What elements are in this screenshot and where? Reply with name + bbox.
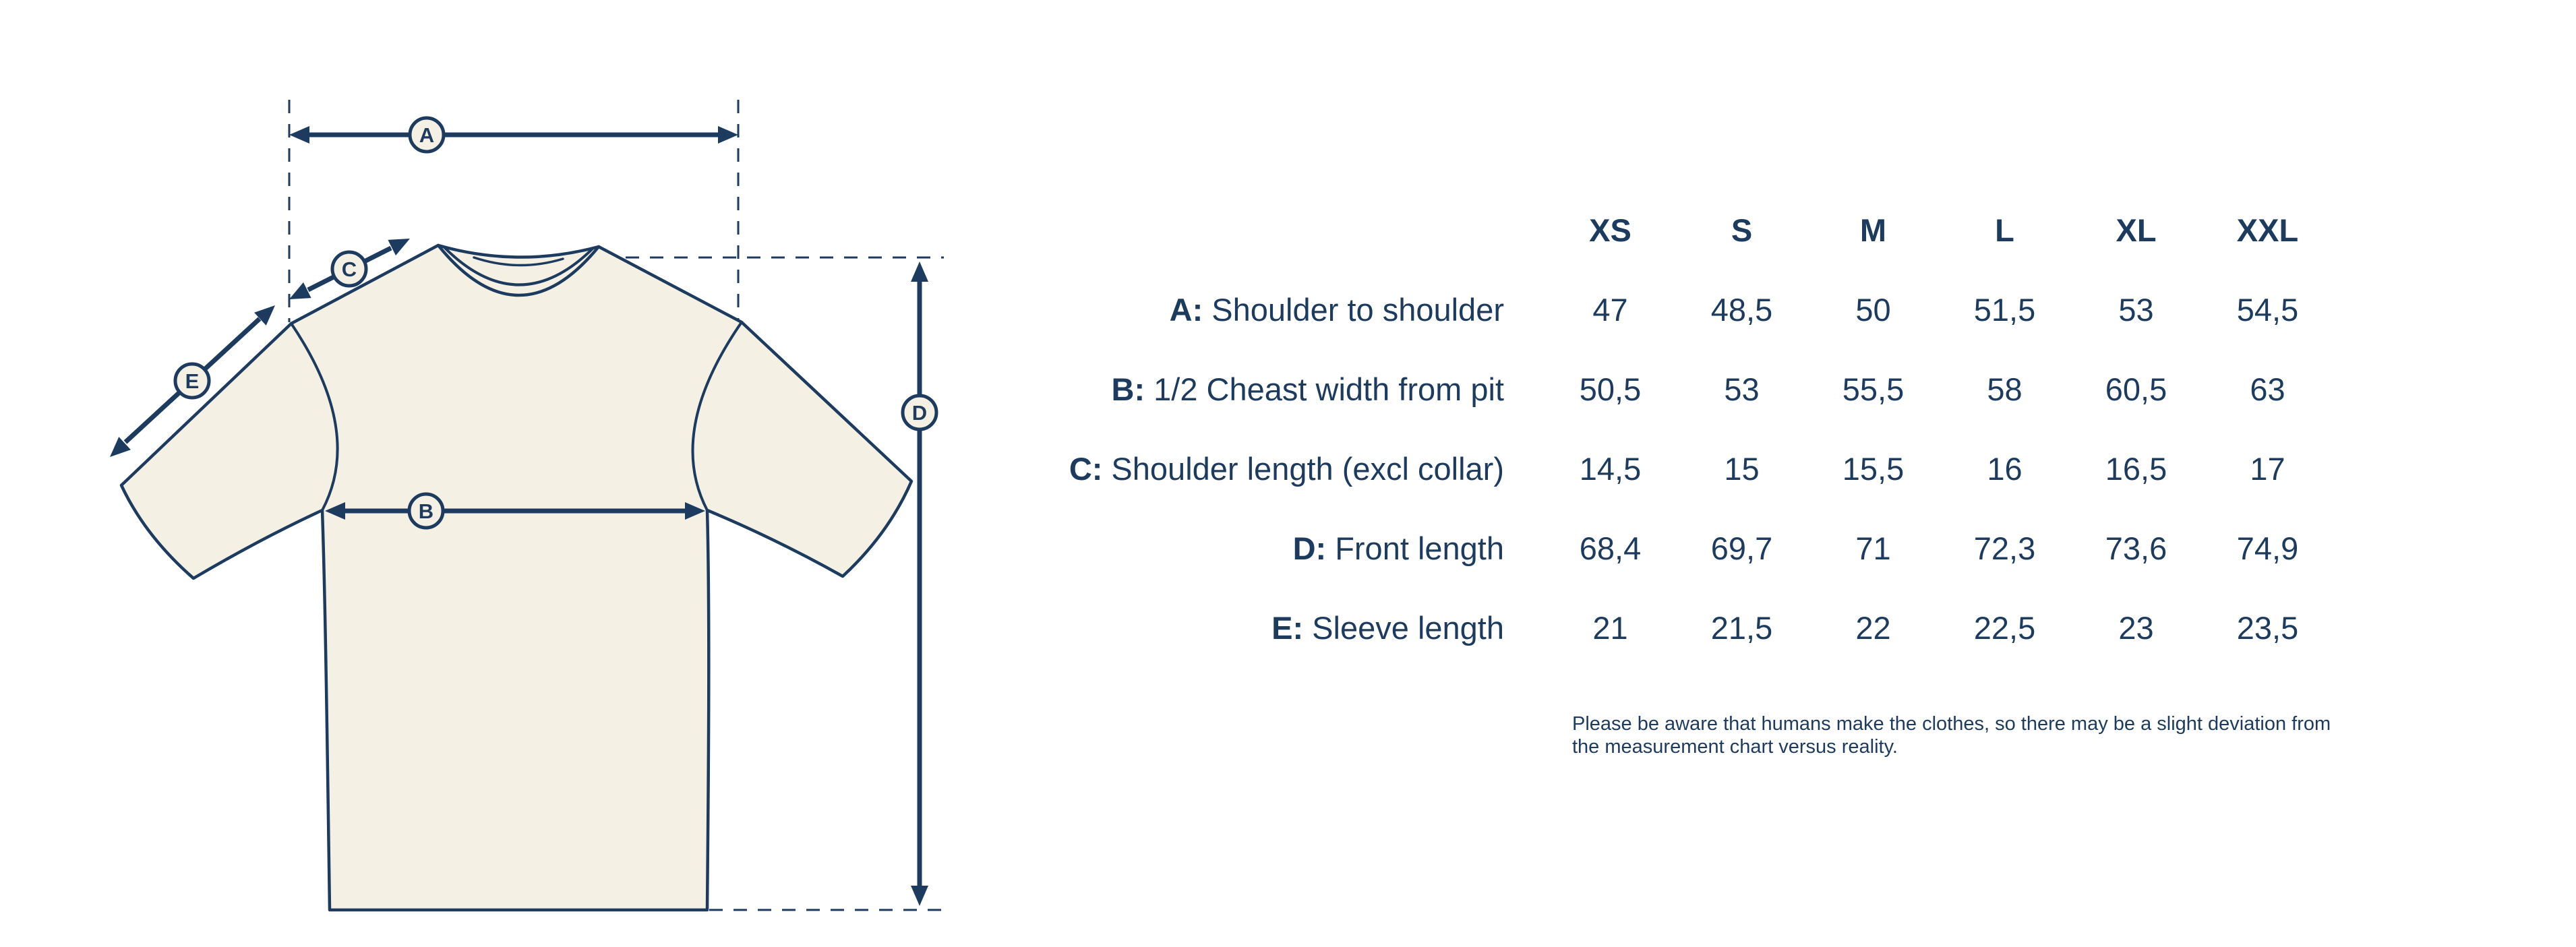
cell-value: 73,6 <box>2105 530 2167 566</box>
disclaimer-line-2: the measurement chart versus reality. <box>1572 736 1898 758</box>
cell-value: 58 <box>1987 371 2023 407</box>
row-label-b: B: 1/2 Cheast width from pit <box>1052 349 1545 429</box>
row-letter: A: <box>1169 291 1203 328</box>
arrowhead-lower-icon <box>110 437 131 457</box>
row-label-d: D: Front length <box>1052 508 1545 588</box>
cell-value: 16,5 <box>2105 450 2167 487</box>
arrowhead-left-icon <box>289 126 309 144</box>
cell-value: 53 <box>1724 371 1760 407</box>
badge-a-letter: A <box>419 123 434 147</box>
row-letter: C: <box>1069 450 1103 487</box>
tshirt-outline <box>119 243 913 912</box>
disclaimer-line-1: Please be aware that humans make the clo… <box>1572 713 2331 735</box>
arrowhead-lower-icon <box>289 282 311 299</box>
cell-value: 68,4 <box>1579 530 1642 566</box>
row-label-c: C: Shoulder length (excl collar) <box>1052 429 1545 508</box>
tshirt-measurement-diagram: A B C D <box>110 100 944 912</box>
badge-e <box>173 362 211 400</box>
arrowhead-upper-icon <box>388 239 410 255</box>
row-letter: B: <box>1111 371 1145 407</box>
cell-value: 74,9 <box>2236 530 2299 566</box>
cell-value: 51,5 <box>1973 291 2036 328</box>
back-collar-line <box>473 256 564 267</box>
cell-value: 63 <box>2250 371 2285 407</box>
cell-value: 60,5 <box>2105 371 2167 407</box>
col-header-l: L <box>1995 212 2014 248</box>
size-table: XS S M L XL XXL A: Shoulder to shoulder … <box>1052 190 2333 667</box>
cell-value: 55,5 <box>1842 371 1905 407</box>
measurement-arrow-c: C <box>289 239 410 299</box>
measurement-arrow-d: D <box>901 262 938 906</box>
row-label-a: A: Shoulder to shoulder <box>1052 270 1545 349</box>
right-sleeve-seam <box>691 321 743 512</box>
row-description: Sleeve length <box>1312 609 1504 646</box>
cell-value: 54,5 <box>2236 291 2299 328</box>
col-header-m: M <box>1859 212 1887 248</box>
disclaimer-note: Please be aware that humans make the clo… <box>1572 712 2331 758</box>
cell-value: 50 <box>1855 291 1891 328</box>
cell-value: 69,7 <box>1710 530 1773 566</box>
cell-value: 72,3 <box>1973 530 2036 566</box>
arrowhead-upper-icon <box>254 305 275 326</box>
row-description: 1/2 Cheast width from pit <box>1154 371 1504 407</box>
badge-a <box>408 116 446 154</box>
badge-e-letter: E <box>185 369 200 393</box>
measurement-arrow-e: E <box>110 305 275 457</box>
collar-inner-curve <box>442 245 595 286</box>
col-header-xl: XL <box>2116 212 2157 248</box>
badge-c-letter: C <box>342 257 357 281</box>
arrowhead-right-icon <box>685 502 705 520</box>
cell-value: 71 <box>1855 530 1891 566</box>
measurement-arrow-b: B <box>325 492 705 530</box>
cell-value: 15 <box>1724 450 1760 487</box>
arrowhead-right-icon <box>718 126 738 144</box>
cell-value: 14,5 <box>1579 450 1642 487</box>
cell-value: 21 <box>1592 609 1628 646</box>
cell-value: 50,5 <box>1579 371 1642 407</box>
cell-value: 16 <box>1987 450 2023 487</box>
col-header-xxl: XXL <box>2236 212 2299 248</box>
row-letter: D: <box>1292 530 1327 566</box>
row-label-e: E: Sleeve length <box>1052 588 1545 667</box>
cell-value: 15,5 <box>1842 450 1905 487</box>
badge-d-letter: D <box>912 401 927 425</box>
cell-value: 53 <box>2118 291 2154 328</box>
cell-value: 47 <box>1592 291 1628 328</box>
row-letter: E: <box>1271 609 1304 646</box>
measurement-arrow-a: A <box>289 116 738 154</box>
row-description: Shoulder to shoulder <box>1211 291 1504 328</box>
left-sleeve-seam <box>290 322 339 512</box>
badge-b <box>407 492 445 530</box>
badge-c <box>330 250 368 288</box>
cell-value: 48,5 <box>1710 291 1773 328</box>
cell-value: 23 <box>2118 609 2154 646</box>
row-description: Shoulder length (excl collar) <box>1111 450 1504 487</box>
cell-value: 22 <box>1855 609 1891 646</box>
arrowhead-left-icon <box>325 502 345 520</box>
cell-value: 23,5 <box>2236 609 2299 646</box>
badge-b-letter: B <box>419 499 433 523</box>
cell-value: 17 <box>2250 450 2285 487</box>
cell-value: 21,5 <box>1710 609 1773 646</box>
row-description: Front length <box>1335 530 1504 566</box>
arrowhead-up-icon <box>911 262 928 282</box>
table-corner-cell <box>1052 190 1545 270</box>
col-header-xs: XS <box>1589 212 1631 248</box>
arrowhead-down-icon <box>911 886 928 906</box>
cell-value: 22,5 <box>1973 609 2036 646</box>
badge-d <box>901 394 938 431</box>
collar-outer-curve <box>436 243 601 297</box>
col-header-s: S <box>1731 212 1753 248</box>
